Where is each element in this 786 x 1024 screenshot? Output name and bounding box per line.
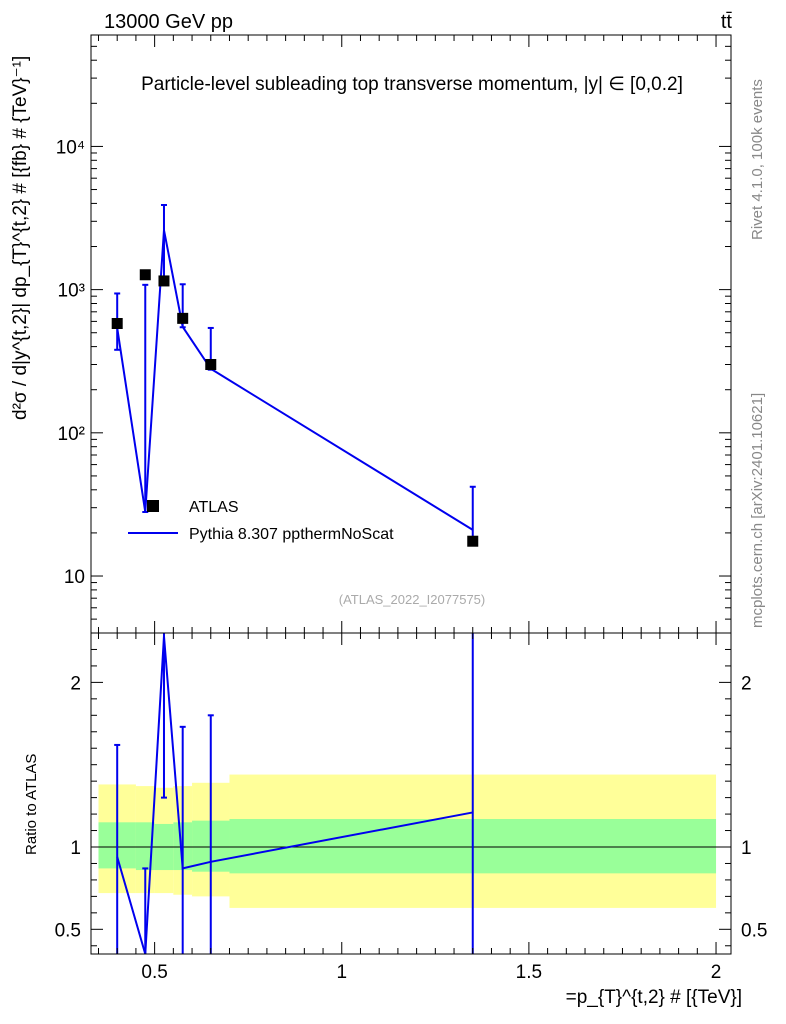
ratio-mc-line (116, 636, 473, 955)
data-point (139, 269, 151, 281)
data-point (158, 275, 170, 287)
data-point (177, 312, 189, 324)
main-y-axis-label: d²σ / d|y^{t,2}| dp_{T}^{t,2} # [{fb} # … (10, 56, 31, 420)
ratio-y-tick-label: 0.5 (55, 920, 81, 941)
main-ticks: 10 10² 10³ 10⁴ (56, 34, 731, 634)
main-y-tick-label: 10⁴ (56, 137, 85, 158)
process-label: tt̄ (721, 11, 733, 33)
ratio-y-tick-label: 2 (70, 673, 81, 694)
ratio-xlabel: =p_{T}^{t,2} # [{TeV}] (566, 987, 742, 1008)
main-y-tick-label: 10³ (58, 281, 85, 302)
data-point (111, 318, 123, 330)
ratio-x-tick-label: 1.5 (516, 962, 542, 983)
ratio-y-tick-label: 1 (70, 838, 81, 859)
ratio-plot-frame (90, 632, 732, 955)
main-plot: 10 10² 10³ 10⁴ Particle-level subleading to… (10, 34, 732, 634)
ratio-plot: 0.5 1 1.5 2 0.5 0.5 1 1 2 2 Ratio to ATLAS =p_{T}… (23, 632, 767, 1008)
ratio-ticks: 0.5 1 1.5 2 0.5 0.5 1 1 2 2 (55, 633, 767, 983)
rivet-label: Rivet 4.1.0, 100k events (749, 79, 766, 240)
legend-data-label: ATLAS (189, 499, 239, 516)
ratio-marks (91, 633, 731, 955)
data-point (467, 535, 479, 547)
ratio-y-tick-label-right: 2 (741, 673, 752, 694)
data-point (205, 358, 217, 370)
energy-label: 13000 GeV pp (104, 11, 233, 33)
ratio-y-tick-label-right: 1 (741, 838, 752, 859)
ratio-x-tick-label: 2 (711, 962, 722, 983)
ratio-x-tick-label: 0.5 (141, 962, 167, 983)
mcplots-label: mcplots.cern.ch [arXiv:2401.10621] (749, 393, 766, 628)
legend-mc-label: Pythia 8.307 ppthermNoScat (189, 526, 394, 543)
ratio-y-tick-label-right: 0.5 (741, 920, 767, 941)
main-ylabel: d²σ / d|y^{t,2}| dp_{T}^{t,2} # [{fb} # … (10, 56, 31, 420)
main-marks (111, 203, 479, 547)
mc-line (116, 230, 474, 531)
title-text: Particle-level subleading top transverse… (141, 74, 588, 95)
main-title: Particle-level subleading top transverse… (141, 74, 683, 95)
title-var: y (589, 74, 599, 95)
main-y-tick-label: 10² (58, 424, 85, 445)
title-tail: | ∈ [0,0.2] (598, 74, 683, 95)
ratio-x-tick-label: 1 (336, 962, 347, 983)
ratio-ylabel: Ratio to ATLAS (23, 754, 40, 855)
analysis-id: (ATLAS_2022_I2077575) (339, 592, 485, 607)
legend-data-marker (147, 500, 159, 512)
legend: ATLAS Pythia 8.307 ppthermNoScat (128, 499, 394, 543)
main-y-tick-label: 10 (64, 567, 85, 588)
